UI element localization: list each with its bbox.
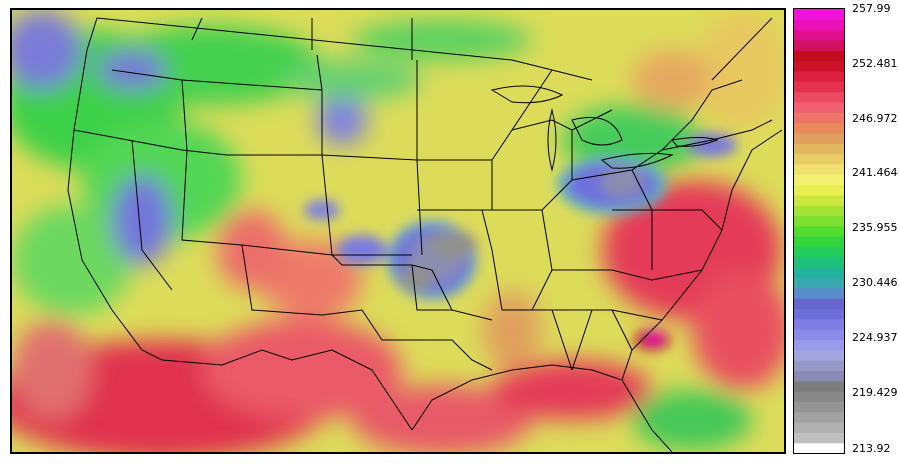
color-scale-swatch: [794, 184, 844, 196]
color-scale-label: 224.937: [852, 331, 898, 344]
color-scale-swatch: [794, 391, 844, 402]
map-canvas: [12, 10, 784, 452]
color-scale-swatch: [794, 267, 844, 279]
color-scale-label: 241.464: [852, 166, 898, 179]
color-scale-swatch: [794, 442, 844, 453]
color-scale-swatch: [794, 50, 844, 62]
color-scale-label-max: 257.99: [852, 2, 891, 15]
color-scale-swatch: [794, 236, 844, 248]
brightness-temperature-map: [10, 8, 786, 454]
color-scale-swatch: [794, 91, 844, 103]
color-scale-swatch: [794, 308, 844, 320]
state-boundaries: [67, 17, 783, 452]
color-scale-swatch: [794, 401, 844, 413]
color-scale-swatch: [794, 277, 844, 289]
color-scale-swatch: [794, 215, 844, 227]
color-scale-label-min: 213.92: [852, 442, 891, 455]
color-scale-swatch: [794, 432, 844, 444]
color-scale-swatch: [794, 81, 844, 93]
color-scale-swatch: [794, 411, 844, 423]
great-lakes: [490, 85, 719, 172]
color-scale-swatch: [794, 29, 844, 41]
color-scale-swatch: [794, 153, 844, 165]
color-scale-swatch: [794, 246, 844, 258]
color-scale-swatch: [794, 349, 844, 361]
color-scale-swatch: [794, 9, 844, 20]
color-scale-swatch: [794, 225, 844, 237]
color-scale-swatch: [794, 174, 844, 186]
color-scale-swatch: [794, 256, 844, 268]
color-scale-swatch: [794, 329, 844, 341]
color-scale-swatch: [794, 380, 844, 392]
color-scale-label: 235.955: [852, 221, 898, 234]
color-scale-swatches: [794, 9, 844, 453]
color-scale-swatch: [794, 287, 844, 299]
color-scale-swatch: [794, 143, 844, 155]
color-scale-swatch: [794, 132, 844, 144]
color-scale-bar: [793, 8, 845, 454]
temperature-field: [12, 10, 784, 452]
color-scale-swatch: [794, 318, 844, 330]
color-scale-label: 252.481: [852, 57, 898, 70]
color-scale-label: 246.972: [852, 112, 898, 125]
color-scale-swatch: [794, 163, 844, 175]
color-scale-swatch: [794, 422, 844, 433]
color-scale-swatch: [794, 122, 844, 134]
color-scale-swatch: [794, 60, 844, 72]
color-scale-swatch: [794, 194, 844, 206]
color-scale-swatch: [794, 39, 844, 51]
color-scale-swatch: [794, 205, 844, 217]
color-scale-swatch: [794, 339, 844, 351]
color-scale-swatch: [794, 19, 844, 31]
color-scale-swatch: [794, 370, 844, 382]
canada-boundaries: [191, 17, 773, 81]
color-scale-swatch: [794, 298, 844, 310]
color-scale-swatch: [794, 70, 844, 82]
color-scale-label: 230.446: [852, 276, 898, 289]
color-scale-swatch: [794, 360, 844, 371]
color-scale-swatch: [794, 101, 844, 113]
color-scale-swatch: [794, 112, 844, 124]
color-scale-label: 219.429: [852, 386, 898, 399]
